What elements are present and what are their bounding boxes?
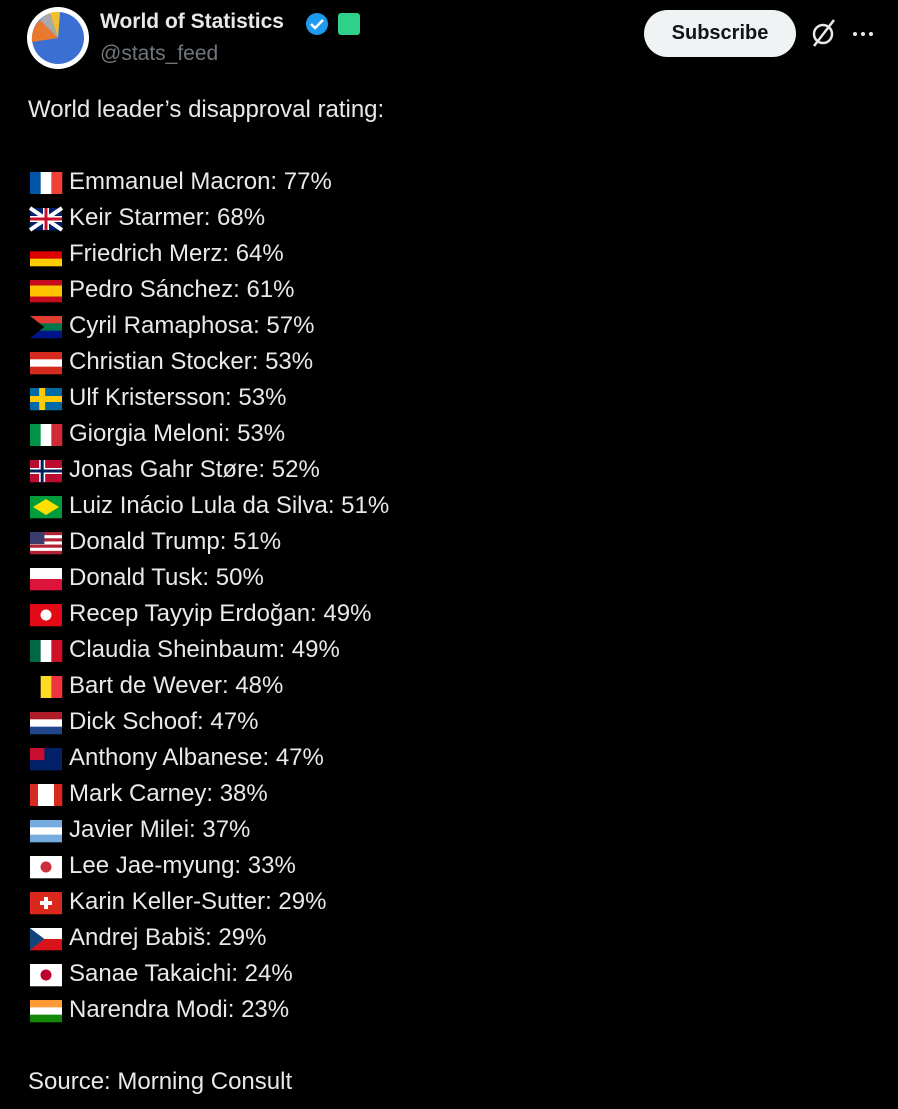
- flag-icon: [30, 316, 62, 339]
- rating-item: Claudia Sheinbaum: 49%: [69, 636, 340, 663]
- rating-item: Luiz Inácio Lula da Silva: 51%: [69, 492, 390, 519]
- flag-icon: [30, 892, 62, 915]
- author-handle: @stats_feed: [100, 42, 219, 65]
- rating-item: Ulf Kristersson: 53%: [69, 384, 287, 411]
- rating-item: Donald Tusk: 50%: [69, 564, 264, 591]
- rating-item: Narendra Modi: 23%: [69, 996, 290, 1023]
- avatar: [27, 7, 89, 69]
- flag-icon: [30, 568, 62, 591]
- post-source: Source: Morning Consult: [28, 1068, 293, 1095]
- rating-item: Andrej Babiš: 29%: [69, 924, 267, 951]
- flag-icon: [30, 244, 62, 267]
- flag-icon: [30, 640, 63, 662]
- flag-icon: [30, 712, 62, 735]
- flag-icon: [30, 424, 63, 446]
- flag-icon: [30, 820, 62, 843]
- author-name: World of Statistics: [100, 10, 284, 33]
- flag-icon: [28, 206, 64, 232]
- grok-icon[interactable]: [812, 19, 835, 47]
- verified-badge: [306, 13, 328, 35]
- subscribe-button[interactable]: Subscribe: [644, 10, 796, 57]
- rating-item: Donald Trump: 51%: [69, 528, 282, 555]
- post-intro: World leader’s disapproval rating:: [28, 96, 385, 123]
- rating-item: Cyril Ramaphosa: 57%: [69, 312, 315, 339]
- flag-icon: [30, 784, 63, 806]
- rating-item: Jonas Gahr Støre: 52%: [69, 456, 320, 483]
- rating-item: Sanae Takaichi: 24%: [69, 960, 293, 987]
- rating-item: Anthony Albanese: 47%: [69, 744, 324, 771]
- flag-icon: [30, 928, 62, 951]
- rating-item: Mark Carney: 38%: [69, 780, 268, 807]
- flag-icon: [30, 280, 62, 303]
- rating-item: Christian Stocker: 53%: [69, 348, 314, 375]
- rating-item: Keir Starmer: 68%: [69, 204, 266, 231]
- flag-icon: [30, 352, 62, 375]
- affiliate-badge: [338, 13, 360, 35]
- rating-item: Friedrich Merz: 64%: [69, 240, 284, 267]
- flag-icon: [30, 676, 63, 698]
- flag-icon: [30, 964, 62, 987]
- flag-icon: [30, 388, 62, 411]
- rating-item: Bart de Wever: 48%: [69, 672, 284, 699]
- flag-icon: [30, 460, 62, 483]
- flag-icon: [30, 748, 62, 771]
- flags: [28, 172, 64, 1023]
- rating-item: Pedro Sánchez: 61%: [69, 276, 295, 303]
- rating-item: Recep Tayyip Erdoğan: 49%: [69, 600, 372, 627]
- flag-icon: [30, 604, 62, 627]
- flag-icon: [30, 856, 62, 879]
- rating-item: Giorgia Meloni: 53%: [69, 420, 286, 447]
- rating-item: Lee Jae-myung: 33%: [69, 852, 296, 879]
- flag-icon: [30, 172, 63, 194]
- rating-item: Karin Keller-Sutter: 29%: [69, 888, 327, 915]
- rating-item: Emmanuel Macron: 77%: [69, 168, 332, 195]
- flag-icon: [30, 1000, 62, 1023]
- flag-icon: [30, 496, 62, 519]
- more-icon[interactable]: [853, 32, 873, 36]
- flag-icon: [30, 532, 62, 555]
- rating-item: Javier Milei: 37%: [69, 816, 251, 843]
- rating-item: Dick Schoof: 47%: [69, 708, 259, 735]
